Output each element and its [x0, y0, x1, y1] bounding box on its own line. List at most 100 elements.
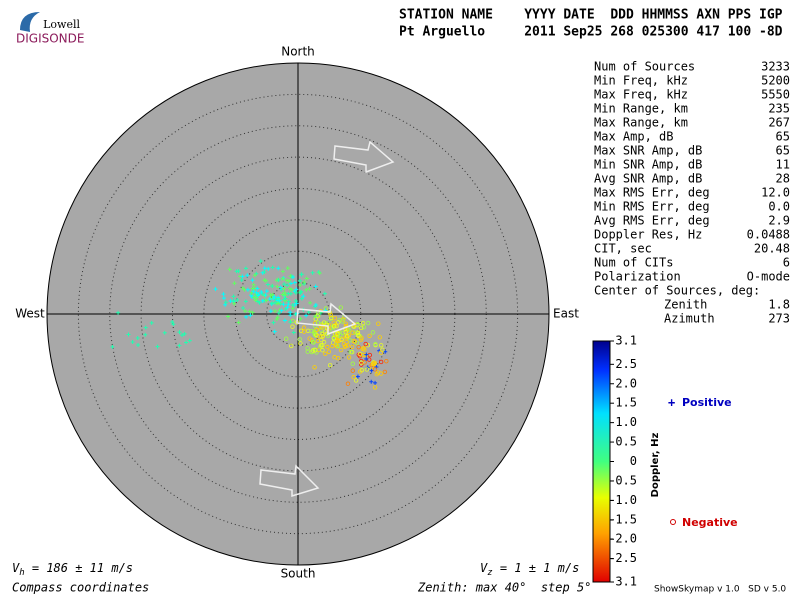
source-negative	[320, 333, 325, 339]
source-positive	[243, 308, 248, 313]
source-positive	[286, 302, 291, 307]
source-negative	[335, 331, 340, 337]
source-positive	[292, 280, 297, 285]
source-positive	[177, 343, 182, 348]
stat-value: 20.48	[754, 242, 790, 256]
source-positive	[276, 278, 281, 283]
source-positive	[116, 310, 121, 315]
source-positive	[171, 322, 176, 327]
source-negative	[358, 337, 364, 342]
source-positive	[313, 302, 318, 307]
source-positive	[264, 298, 269, 303]
stat-name: Doppler Res, Hz	[594, 228, 702, 242]
source-positive	[232, 281, 237, 286]
source-positive	[162, 330, 167, 335]
source-negative	[310, 348, 315, 353]
source-positive	[136, 342, 141, 347]
logo-top: Lowell	[43, 18, 80, 31]
source-positive	[177, 330, 182, 335]
source-negative	[372, 360, 378, 366]
source-positive	[250, 278, 255, 283]
source-positive	[226, 314, 231, 319]
source-positive	[283, 296, 288, 301]
source-positive	[255, 286, 260, 291]
center-title: Center of Sources, deg:	[594, 284, 760, 298]
source-positive	[126, 332, 131, 337]
source-positive	[135, 336, 140, 341]
source-positive	[250, 310, 255, 315]
center-name: Zenith	[664, 298, 707, 312]
arrow	[333, 140, 395, 174]
stat-name: Min Freq, kHz	[594, 74, 688, 88]
vz: Vz = 1 ± 1 m/s	[480, 561, 579, 578]
source-positive	[373, 380, 378, 385]
source-negative	[333, 342, 339, 347]
colorbar-tick-label: -0.5	[608, 473, 637, 487]
negative-label: Negative	[682, 516, 738, 529]
stat-value: 5200	[761, 74, 790, 88]
source-positive	[369, 368, 374, 373]
source-positive	[293, 299, 298, 304]
source-positive	[364, 356, 369, 361]
vz-symbol: V	[480, 561, 488, 575]
source-positive	[280, 269, 285, 274]
stat-name: Avg SNR Amp, dB	[594, 172, 702, 186]
stat-value: O-mode	[747, 270, 790, 284]
stat-name: Min RMS Err, deg	[594, 200, 710, 214]
source-positive	[252, 273, 257, 278]
source-positive	[304, 287, 309, 292]
source-negative	[376, 321, 381, 326]
source-positive	[276, 266, 281, 271]
source-positive	[252, 295, 257, 300]
source-positive	[288, 313, 293, 318]
source-positive	[270, 265, 275, 270]
source-positive	[270, 284, 275, 289]
stat-name: Num of Sources	[594, 60, 695, 74]
source-positive	[240, 274, 245, 279]
source-negative	[313, 348, 318, 353]
source-negative	[359, 325, 364, 331]
source-negative	[301, 329, 307, 334]
source-positive	[241, 305, 246, 310]
source-positive	[255, 299, 260, 304]
stat-name: Avg RMS Err, deg	[594, 214, 710, 228]
source-positive	[270, 301, 275, 306]
source-positive	[279, 308, 284, 313]
source-positive	[272, 309, 277, 314]
source-positive	[149, 320, 154, 325]
source-positive	[260, 298, 265, 303]
source-negative	[336, 320, 341, 325]
source-positive	[231, 298, 236, 303]
north-label: North	[281, 45, 315, 59]
source-negative	[352, 339, 358, 344]
source-positive	[244, 314, 249, 319]
source-negative	[373, 342, 378, 347]
source-positive	[227, 267, 232, 272]
source-negative	[318, 327, 324, 333]
source-positive	[213, 287, 218, 292]
source-negative	[315, 338, 321, 344]
source-negative	[332, 323, 338, 328]
source-negative	[298, 328, 304, 333]
source-negative	[367, 352, 373, 358]
stat-name: Max Amp, dB	[594, 130, 673, 144]
stat-value: 12.0	[761, 186, 790, 200]
source-positive	[265, 282, 270, 287]
source-negative	[312, 329, 317, 335]
stat-name: CIT, sec	[594, 242, 652, 256]
source-negative	[313, 316, 318, 322]
source-negative	[378, 371, 384, 376]
source-positive	[294, 301, 299, 306]
source-negative	[332, 355, 337, 360]
source-positive	[290, 306, 295, 311]
source-negative	[314, 332, 319, 337]
source-negative	[327, 362, 333, 368]
source-positive	[364, 352, 369, 357]
positive-marker: +	[668, 396, 675, 410]
source-negative	[372, 385, 378, 390]
source-negative	[298, 341, 303, 346]
source-negative	[362, 347, 367, 352]
stat-name: Num of CITs	[594, 256, 673, 270]
source-positive	[271, 320, 276, 325]
source-positive	[274, 317, 279, 322]
